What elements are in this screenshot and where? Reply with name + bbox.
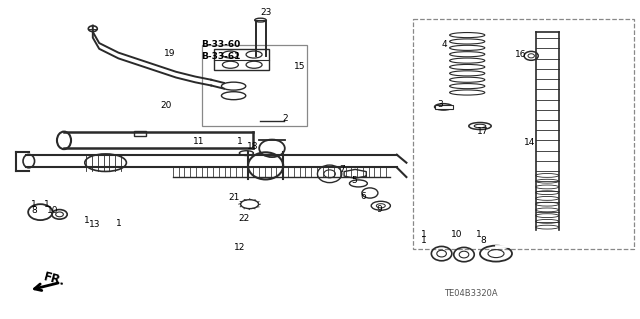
Text: TE04B3320A: TE04B3320A [444, 289, 497, 298]
Text: 1: 1 [44, 200, 49, 209]
Bar [435, 105, 453, 109]
Text: 19: 19 [164, 49, 175, 58]
Text: 9: 9 [377, 205, 382, 214]
Text: 21: 21 [228, 193, 239, 202]
Text: 10: 10 [47, 206, 58, 215]
Text: 8: 8 [31, 206, 36, 215]
Text: 14: 14 [524, 138, 536, 147]
Bar [134, 131, 146, 136]
Text: 12: 12 [234, 243, 246, 252]
Text: 23: 23 [260, 8, 271, 17]
Text: 3: 3 [437, 100, 442, 109]
Text: 5: 5 [351, 176, 356, 185]
Text: 1: 1 [116, 219, 121, 228]
Text: 22: 22 [239, 214, 250, 223]
Text: 1: 1 [422, 236, 427, 245]
Text: 8: 8 [481, 236, 486, 245]
Text: 1: 1 [421, 230, 426, 239]
Text: 1: 1 [31, 200, 36, 209]
Text: 4: 4 [442, 40, 447, 48]
Text: B-33-61: B-33-61 [201, 52, 241, 61]
Text: 13: 13 [89, 220, 100, 229]
Bar [413, 19, 634, 249]
Text: 1: 1 [237, 137, 243, 146]
Text: 18: 18 [247, 142, 259, 151]
Text: 16: 16 [515, 50, 526, 59]
Text: 15: 15 [294, 63, 305, 71]
Text: 17: 17 [477, 127, 489, 136]
Text: 10: 10 [451, 230, 463, 239]
Text: B-33-60: B-33-60 [201, 40, 241, 48]
Text: 1: 1 [84, 216, 89, 225]
Text: 6: 6 [360, 192, 365, 201]
Text: 11: 11 [193, 137, 204, 146]
Bar [202, 45, 307, 126]
Text: FR.: FR. [42, 270, 67, 288]
Bar [214, 49, 269, 70]
Text: 20: 20 [161, 101, 172, 110]
Text: 2: 2 [282, 114, 287, 122]
Text: 7: 7 [340, 165, 345, 174]
Text: 1: 1 [476, 230, 481, 239]
